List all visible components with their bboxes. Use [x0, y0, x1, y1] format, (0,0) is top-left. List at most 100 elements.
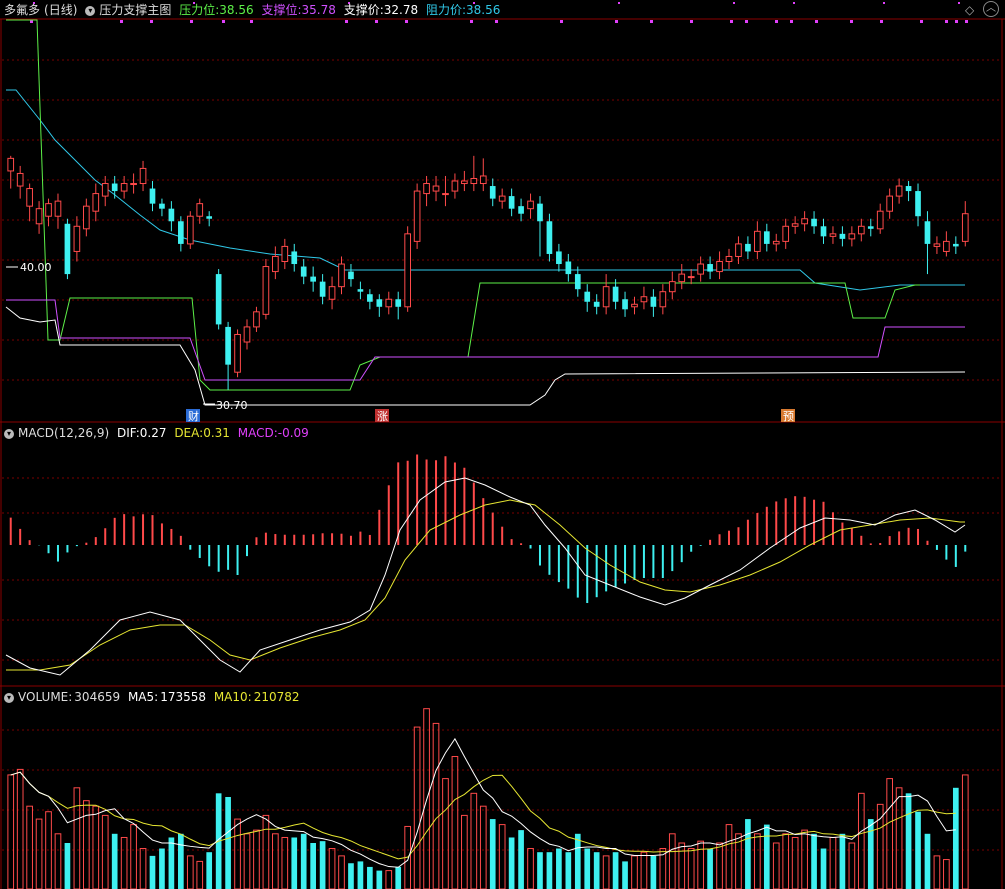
volume-bar-up [848, 842, 856, 889]
candle-body-up [961, 213, 969, 242]
volume-bar-down [291, 837, 298, 889]
candle-body-down [622, 299, 628, 310]
volume-bar-down [612, 852, 619, 889]
volume-bar-down [839, 833, 846, 889]
candle-body-down [574, 274, 581, 290]
stock-name[interactable]: 多氟多 [4, 3, 41, 17]
candle-body-down [820, 226, 827, 237]
volume-bar-up [857, 792, 865, 889]
volume-bar-down [489, 819, 496, 889]
candle-body-up [442, 193, 449, 196]
volume-bar-up [262, 814, 270, 889]
candle-body-up [120, 183, 128, 192]
volume-bar-up [432, 722, 440, 889]
candle-body-down [508, 196, 515, 209]
volume-bar-down [811, 833, 817, 889]
signal-marker [250, 20, 253, 23]
dea-label: DEA: [174, 426, 204, 440]
volume-bar-down [546, 852, 553, 889]
dif-label: DIF: [116, 426, 140, 440]
collapse-icon[interactable]: ︿ [983, 1, 999, 17]
candle-body-up [272, 255, 279, 273]
candle-body-up [234, 333, 241, 373]
volume-bar-up [479, 805, 487, 889]
volume-bar-down [357, 861, 364, 889]
chevron-down-icon[interactable]: ▾ [4, 692, 14, 703]
macd-name[interactable]: MACD(12,26,9) [18, 426, 110, 440]
candle-body-down [395, 299, 402, 307]
indicator-name[interactable]: 压力支撑主图 [99, 3, 172, 17]
macd-panel [5, 454, 967, 676]
candle-body-down [546, 221, 553, 254]
volume-bar-up [678, 842, 686, 889]
signal-marker [618, 2, 620, 4]
signal-marker [790, 20, 793, 23]
signal-marker [33, 2, 35, 4]
signal-marker [690, 20, 693, 23]
resistance-label: 阻力价: [425, 3, 466, 17]
volume-name[interactable]: VOLUME: [18, 690, 73, 704]
candle-body-down [952, 243, 959, 247]
volume-bar-up [640, 851, 648, 889]
diamond-icon[interactable]: ◇ [965, 3, 975, 17]
period-label[interactable]: (日线) [44, 3, 78, 17]
volume-bar-down [622, 861, 628, 889]
volume-bar-up [338, 855, 345, 889]
candle-body-up [848, 233, 856, 240]
candle-body-up [668, 281, 676, 293]
volume-bar-up [139, 848, 147, 889]
candle-body-up [461, 180, 468, 185]
candle-body-up [857, 225, 865, 235]
candle-body-down [310, 276, 316, 282]
candle-body-up [631, 303, 638, 308]
ma10-label: MA10: [213, 690, 252, 704]
volume-bar-up [186, 855, 194, 889]
volume-bar-down [707, 848, 713, 889]
candle-body-up [423, 183, 430, 195]
event-cai-badge[interactable] [186, 409, 200, 422]
candle-body-up [253, 311, 260, 328]
candle-body-up [328, 286, 336, 300]
signal-marker [880, 20, 883, 23]
volume-bar-up [451, 756, 459, 889]
candle-body-up [602, 286, 610, 308]
volume-bar-down [565, 852, 572, 889]
signal-marker [883, 2, 885, 4]
candle-body-up [678, 273, 686, 283]
volume-bar-down [395, 866, 402, 889]
volume-bar-up [413, 726, 421, 889]
event-yu-badge[interactable] [781, 409, 795, 422]
candle-body-up [26, 188, 33, 207]
candle-body-up [281, 245, 289, 263]
candle-body-up [716, 261, 723, 273]
candle-body-down [924, 221, 931, 244]
event-zhang-badge[interactable] [375, 409, 389, 422]
volume-bar-up [16, 768, 24, 889]
candle-body-down [300, 266, 307, 277]
support-price-line [5, 306, 966, 406]
volume-bar-down [168, 837, 175, 889]
candle-body-up [130, 183, 137, 186]
candle-body-down [811, 218, 817, 227]
candle-body-down [319, 281, 326, 297]
candlesticks [6, 155, 969, 405]
signal-marker [150, 20, 153, 23]
volume-bar-up [101, 814, 109, 889]
signal-marker [965, 20, 968, 23]
volume-bar-down [650, 855, 657, 889]
volume-bar-down [367, 866, 373, 889]
candle-body-up [895, 185, 903, 197]
volume-bar-down [206, 852, 213, 889]
volume-bar-up [328, 848, 336, 889]
candle-body-up [687, 276, 695, 279]
signal-marker [375, 20, 378, 23]
candle-body-up [791, 223, 799, 227]
volume-bar-down [537, 852, 543, 889]
candle-body-up [139, 167, 147, 185]
candle-body-down [168, 208, 175, 222]
volume-bar-down [763, 824, 770, 889]
chevron-down-icon[interactable]: ▾ [4, 428, 14, 439]
high-price-label: 40.00 [20, 261, 52, 274]
chevron-down-icon[interactable]: ▾ [85, 5, 96, 16]
signal-marker [945, 20, 948, 23]
